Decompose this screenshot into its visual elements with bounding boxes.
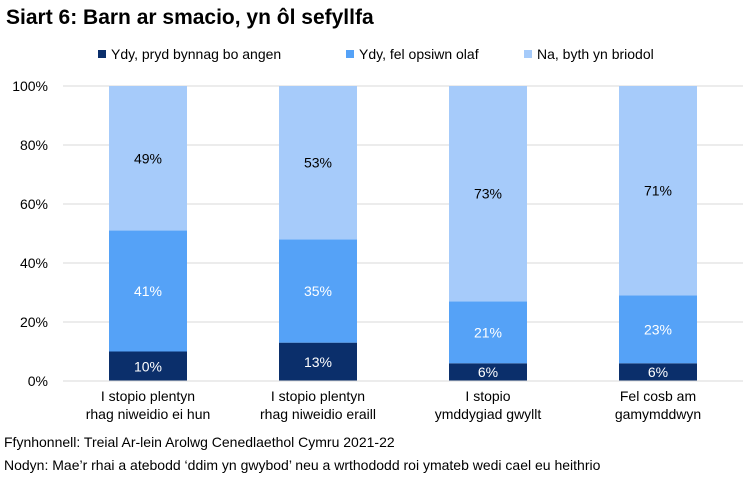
- legend-label: Ydy, fel opsiwn olaf: [359, 46, 479, 62]
- x-tick-label: I stopio plentyn: [101, 388, 195, 404]
- data-label: 73%: [474, 186, 502, 202]
- data-label: 13%: [304, 354, 332, 370]
- x-tick-label: rhag niweidio eraill: [260, 406, 376, 422]
- x-tick-label: I stopio: [465, 388, 510, 404]
- bar-segment: [449, 301, 527, 364]
- y-tick-label: 0%: [28, 373, 48, 389]
- data-label: 6%: [648, 364, 668, 380]
- legend-label: Ydy, pryd bynnag bo angen: [111, 46, 281, 62]
- data-label: 6%: [478, 364, 498, 380]
- bar-segment: [279, 342, 357, 381]
- data-label: 23%: [644, 321, 672, 337]
- bar-segment: [279, 239, 357, 343]
- bar-segment: [619, 363, 697, 381]
- data-label: 53%: [304, 155, 332, 171]
- y-tick-label: 60%: [20, 196, 48, 212]
- bar-segment: [109, 86, 187, 231]
- legend-swatch: [524, 50, 532, 58]
- bar-segment: [279, 86, 357, 240]
- y-tick-label: 20%: [20, 314, 48, 330]
- x-tick-label: I stopio plentyn: [271, 388, 365, 404]
- data-label: 49%: [134, 150, 162, 166]
- bar-segment: [109, 230, 187, 352]
- legend-label: Na, byth yn briodol: [537, 46, 654, 62]
- data-label: 71%: [644, 183, 672, 199]
- bar-segment: [449, 86, 527, 302]
- data-label: 10%: [134, 358, 162, 374]
- x-tick-label: gamymddwyn: [615, 406, 701, 422]
- source-note: Ffynhonnell: Treial Ar-lein Arolwg Cened…: [4, 434, 395, 450]
- bar-segment: [619, 295, 697, 364]
- chart-title: Siart 6: Barn ar smacio, yn ôl sefyllfa: [6, 6, 374, 29]
- y-tick-label: 40%: [20, 255, 48, 271]
- data-label: 41%: [134, 283, 162, 299]
- bar-segment: [109, 351, 187, 381]
- legend-swatch: [346, 50, 354, 58]
- x-tick-label: rhag niweidio ei hun: [86, 406, 211, 422]
- y-tick-label: 100%: [12, 78, 48, 94]
- x-tick-label: Fel cosb am: [620, 388, 696, 404]
- data-label: 35%: [304, 283, 332, 299]
- data-label: 21%: [474, 324, 502, 340]
- bar-segment: [449, 363, 527, 381]
- y-tick-label: 80%: [20, 137, 48, 153]
- bar-segment: [619, 86, 697, 296]
- footnote: Nodyn: Mae’r rhai a atebodd ‘ddim yn gwy…: [4, 457, 601, 473]
- x-tick-label: ymddygiad gwyllt: [435, 406, 542, 422]
- legend-swatch: [98, 50, 106, 58]
